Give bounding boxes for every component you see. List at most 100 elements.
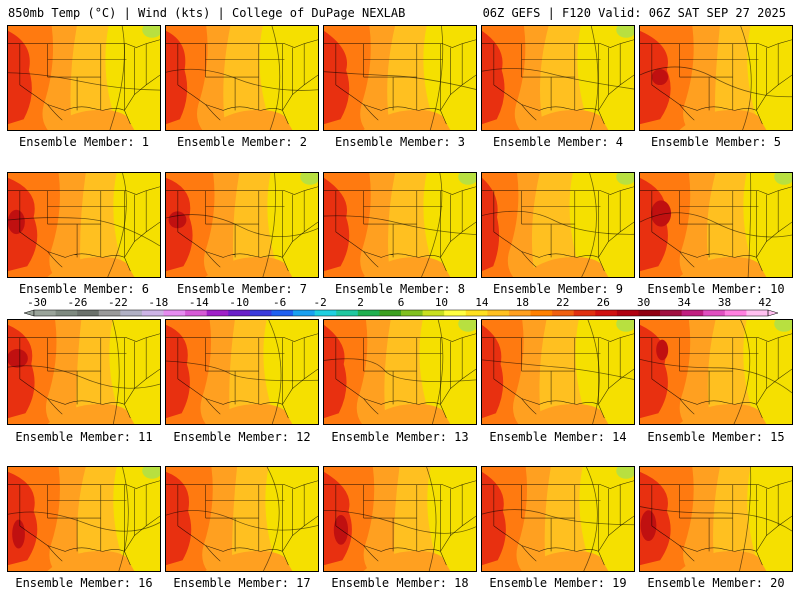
map-field — [8, 320, 160, 424]
member-label-18: Ensemble Member: 18 — [331, 576, 469, 590]
colorbar-bin — [660, 310, 683, 316]
colorbar-bin — [724, 310, 747, 316]
member-map-16 — [7, 466, 161, 572]
member-label-15: Ensemble Member: 15 — [647, 430, 785, 444]
map-field — [640, 26, 792, 130]
member-map-2 — [165, 25, 319, 131]
map-field — [324, 173, 476, 277]
member-label-9: Ensemble Member: 9 — [492, 282, 624, 296]
colorbar-bin — [163, 310, 186, 316]
map-field — [166, 320, 318, 424]
colorbar-bin — [508, 310, 531, 316]
colorbar-bin — [616, 310, 639, 316]
member-map-19 — [481, 466, 635, 572]
colorbar-tick-label: -2 — [313, 296, 326, 309]
member-label-1: Ensemble Member: 1 — [18, 135, 150, 149]
member-label-7: Ensemble Member: 7 — [176, 282, 308, 296]
member-label-19: Ensemble Member: 19 — [489, 576, 627, 590]
colorbar-tick-label: 38 — [718, 296, 731, 309]
colorbar-bin — [271, 310, 294, 316]
colorbar-tick-label: -10 — [229, 296, 249, 309]
colorbar-bin — [703, 310, 726, 316]
map-field — [482, 320, 634, 424]
member-label-16: Ensemble Member: 16 — [15, 576, 153, 590]
map-field — [166, 467, 318, 571]
map-field — [324, 467, 476, 571]
colorbar-tick-label: 10 — [435, 296, 448, 309]
map-field — [482, 173, 634, 277]
member-label-3: Ensemble Member: 3 — [334, 135, 466, 149]
colorbar-bin — [465, 310, 488, 316]
map-field — [640, 173, 792, 277]
member-label-10: Ensemble Member: 10 — [647, 282, 785, 296]
colorbar-bin — [141, 310, 164, 316]
colorbar-bin — [573, 310, 596, 316]
member-map-18 — [323, 466, 477, 572]
colorbar-bin — [746, 310, 769, 316]
colorbar-tick-label: -6 — [273, 296, 286, 309]
colorbar-tick-label: 34 — [677, 296, 691, 309]
member-label-4: Ensemble Member: 4 — [492, 135, 624, 149]
colorbar-tick-label: 26 — [597, 296, 610, 309]
colorbar-bin — [185, 310, 208, 316]
member-label-5: Ensemble Member: 5 — [650, 135, 782, 149]
colorbar-tick-label: -26 — [68, 296, 88, 309]
map-field — [8, 26, 160, 130]
member-label-12: Ensemble Member: 12 — [173, 430, 311, 444]
colorbar-bin — [552, 310, 575, 316]
colorbar-bin — [77, 310, 100, 316]
colorbar-tick-label: 18 — [516, 296, 529, 309]
colorbar-tick-label: 30 — [637, 296, 650, 309]
colorbar-bin — [206, 310, 229, 316]
colorbar-bin — [336, 310, 359, 316]
member-map-17 — [165, 466, 319, 572]
member-map-9 — [481, 172, 635, 278]
colorbar-bin — [357, 310, 380, 316]
member-label-2: Ensemble Member: 2 — [176, 135, 308, 149]
member-label-13: Ensemble Member: 13 — [331, 430, 469, 444]
member-map-6 — [7, 172, 161, 278]
colorbar-bin — [422, 310, 445, 316]
member-label-8: Ensemble Member: 8 — [334, 282, 466, 296]
colorbar-tick-label: 2 — [357, 296, 364, 309]
colorbar-bin — [34, 310, 56, 316]
colorbar-bin — [249, 310, 272, 316]
member-map-12 — [165, 319, 319, 425]
colorbar-tick-label: 6 — [398, 296, 405, 309]
map-field — [166, 173, 318, 277]
colorbar-bin — [379, 310, 402, 316]
map-field — [482, 467, 634, 571]
colorbar-bin — [681, 310, 704, 316]
member-label-6: Ensemble Member: 6 — [18, 282, 150, 296]
member-map-13 — [323, 319, 477, 425]
member-map-20 — [639, 466, 793, 572]
map-field — [640, 320, 792, 424]
colorbar-bin — [487, 310, 510, 316]
member-label-20: Ensemble Member: 20 — [647, 576, 785, 590]
member-map-15 — [639, 319, 793, 425]
member-map-1 — [7, 25, 161, 131]
member-label-17: Ensemble Member: 17 — [173, 576, 311, 590]
colorbar-bin — [314, 310, 337, 316]
member-label-11: Ensemble Member: 11 — [15, 430, 153, 444]
member-map-10 — [639, 172, 793, 278]
member-label-14: Ensemble Member: 14 — [489, 430, 627, 444]
colorbar-tick-label: 42 — [758, 296, 771, 309]
colorbar-tick-label: -14 — [189, 296, 209, 309]
map-field — [166, 26, 318, 130]
colorbar-bin — [228, 310, 251, 316]
member-map-3 — [323, 25, 477, 131]
colorbar-bin — [120, 310, 143, 316]
colorbar-bin — [401, 310, 423, 316]
colorbar-bin — [293, 310, 316, 316]
colorbar-bin — [444, 310, 467, 316]
member-map-11 — [7, 319, 161, 425]
map-title: 850mb Temp (°C) | Wind (kts) | College o… — [8, 6, 406, 20]
member-map-4 — [481, 25, 635, 131]
colorbar-tick-label: -30 — [27, 296, 47, 309]
colorbar-tick-label: -18 — [148, 296, 168, 309]
map-field — [8, 173, 160, 277]
colorbar-tick-label: 22 — [556, 296, 569, 309]
colorbar-bin — [530, 310, 553, 316]
colorbar-bin — [638, 310, 661, 316]
